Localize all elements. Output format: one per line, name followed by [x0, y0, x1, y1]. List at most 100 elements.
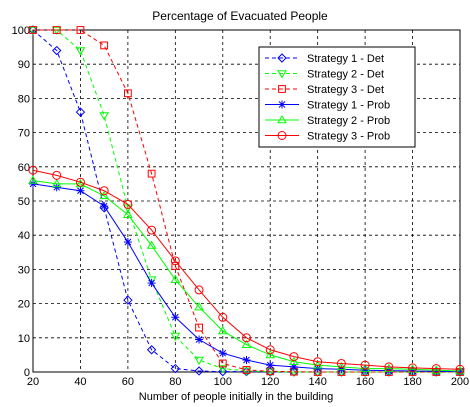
marker-diamond: [75, 107, 86, 117]
series-line: [32, 169, 461, 370]
marker-circle: [265, 345, 275, 355]
marker-circle: [455, 364, 465, 374]
marker-square: [147, 169, 156, 178]
marker-triangle-up: [99, 190, 110, 200]
legend-entry: Strategy 1 - Prob: [265, 100, 390, 112]
marker-triangle-down: [277, 70, 287, 79]
marker-triangle-up: [383, 363, 394, 372]
marker-circle: [170, 256, 180, 266]
marker-circle: [99, 186, 109, 196]
marker-star: [29, 179, 37, 188]
marker-square: [52, 26, 61, 34]
marker-triangle-down: [51, 26, 62, 35]
marker-star: [218, 349, 227, 358]
marker-circle: [431, 364, 441, 374]
legend-entry: Strategy 1 - Det: [265, 53, 384, 65]
series-6: [28, 165, 465, 374]
marker-triangle-down: [170, 332, 181, 342]
legend-entry: Strategy 2 - Det: [265, 69, 384, 81]
y-tick-label: 50: [18, 196, 30, 208]
marker-square: [123, 89, 132, 98]
marker-triangle-up: [146, 240, 157, 249]
x-tick-label: 200: [451, 376, 469, 388]
marker-circle: [28, 165, 38, 175]
y-tick-label: 0: [24, 367, 30, 379]
marker-circle: [52, 170, 62, 180]
marker-triangle-down: [241, 367, 252, 376]
marker-triangle-down: [99, 112, 110, 121]
marker-square: [29, 26, 37, 34]
x-axis-label: Number of people initially in the buildi…: [139, 391, 333, 403]
y-tick-label: 100: [12, 25, 30, 37]
marker-square: [195, 323, 203, 332]
marker-circle: [242, 333, 251, 343]
y-tick-label: 60: [18, 162, 30, 174]
marker-circle: [147, 225, 157, 235]
marker-star: [266, 361, 275, 370]
marker-triangle-up: [289, 356, 299, 366]
legend-entry: Strategy 3 - Det: [265, 84, 384, 96]
x-tick-label: 100: [214, 376, 232, 388]
marker-circle: [75, 177, 85, 187]
marker-circle: [408, 363, 418, 373]
marker-circle: [277, 131, 287, 140]
marker-square: [278, 85, 286, 93]
marker-star: [278, 100, 286, 109]
marker-star: [100, 202, 109, 211]
marker-square: [218, 359, 227, 368]
marker-square: [242, 366, 251, 374]
marker-triangle-down: [217, 365, 228, 374]
marker-diamond: [146, 345, 157, 355]
legend-label: Strategy 3 - Prob: [307, 131, 390, 143]
legend-box: [258, 46, 416, 148]
y-tick-label: 70: [18, 128, 30, 140]
marker-triangle-up: [360, 363, 370, 372]
x-tick-label: 180: [403, 376, 421, 388]
legend-label: Strategy 2 - Prob: [307, 115, 390, 127]
series-5: [28, 175, 465, 375]
x-tick-label: 20: [27, 376, 39, 388]
legend-label: Strategy 3 - Det: [307, 84, 384, 96]
legend-entry: Strategy 2 - Prob: [265, 115, 390, 127]
marker-square: [76, 26, 85, 34]
x-tick-label: 120: [261, 376, 279, 388]
x-tick-label: 80: [169, 376, 181, 388]
marker-triangle-up: [123, 209, 133, 218]
marker-star: [52, 183, 61, 192]
marker-circle: [336, 358, 346, 368]
marker-star: [76, 186, 85, 195]
chart-title: Percentage of Evacuated People: [152, 9, 328, 23]
marker-circle: [313, 357, 323, 367]
marker-triangle-up: [312, 360, 323, 369]
marker-triangle-up: [336, 361, 347, 371]
marker-triangle-down: [194, 356, 204, 366]
y-tick-label: 20: [18, 299, 30, 311]
marker-square: [171, 262, 180, 270]
marker-triangle-up: [28, 175, 38, 184]
marker-triangle-up: [51, 178, 62, 188]
marker-star: [147, 279, 156, 288]
marker-triangle-up: [170, 274, 181, 283]
marker-diamond: [170, 363, 181, 374]
marker-star: [123, 238, 132, 247]
x-tick-label: 160: [356, 376, 374, 388]
series-4: [29, 179, 464, 376]
y-tick-label: 80: [18, 93, 30, 105]
series-line: [32, 179, 461, 372]
axis-ticks: 20 40 60 80 100 120 140 160 180 200 0 10 20 30 40 50 60 7…: [12, 25, 470, 388]
marker-square: [100, 41, 109, 50]
marker-diamond: [218, 366, 228, 377]
marker-diamond: [52, 45, 62, 56]
marker-triangle-down: [75, 47, 86, 56]
x-tick-label: 60: [122, 376, 134, 388]
marker-star: [242, 356, 251, 365]
marker-triangle-up: [455, 365, 465, 375]
marker-triangle-up: [265, 349, 276, 359]
marker-triangle-down: [28, 26, 38, 35]
marker-circle: [289, 352, 299, 362]
marker-triangle-up: [431, 365, 442, 374]
legend-label: Strategy 1 - Det: [307, 53, 384, 65]
marker-diamond: [277, 53, 287, 63]
marker-diamond: [194, 366, 204, 376]
